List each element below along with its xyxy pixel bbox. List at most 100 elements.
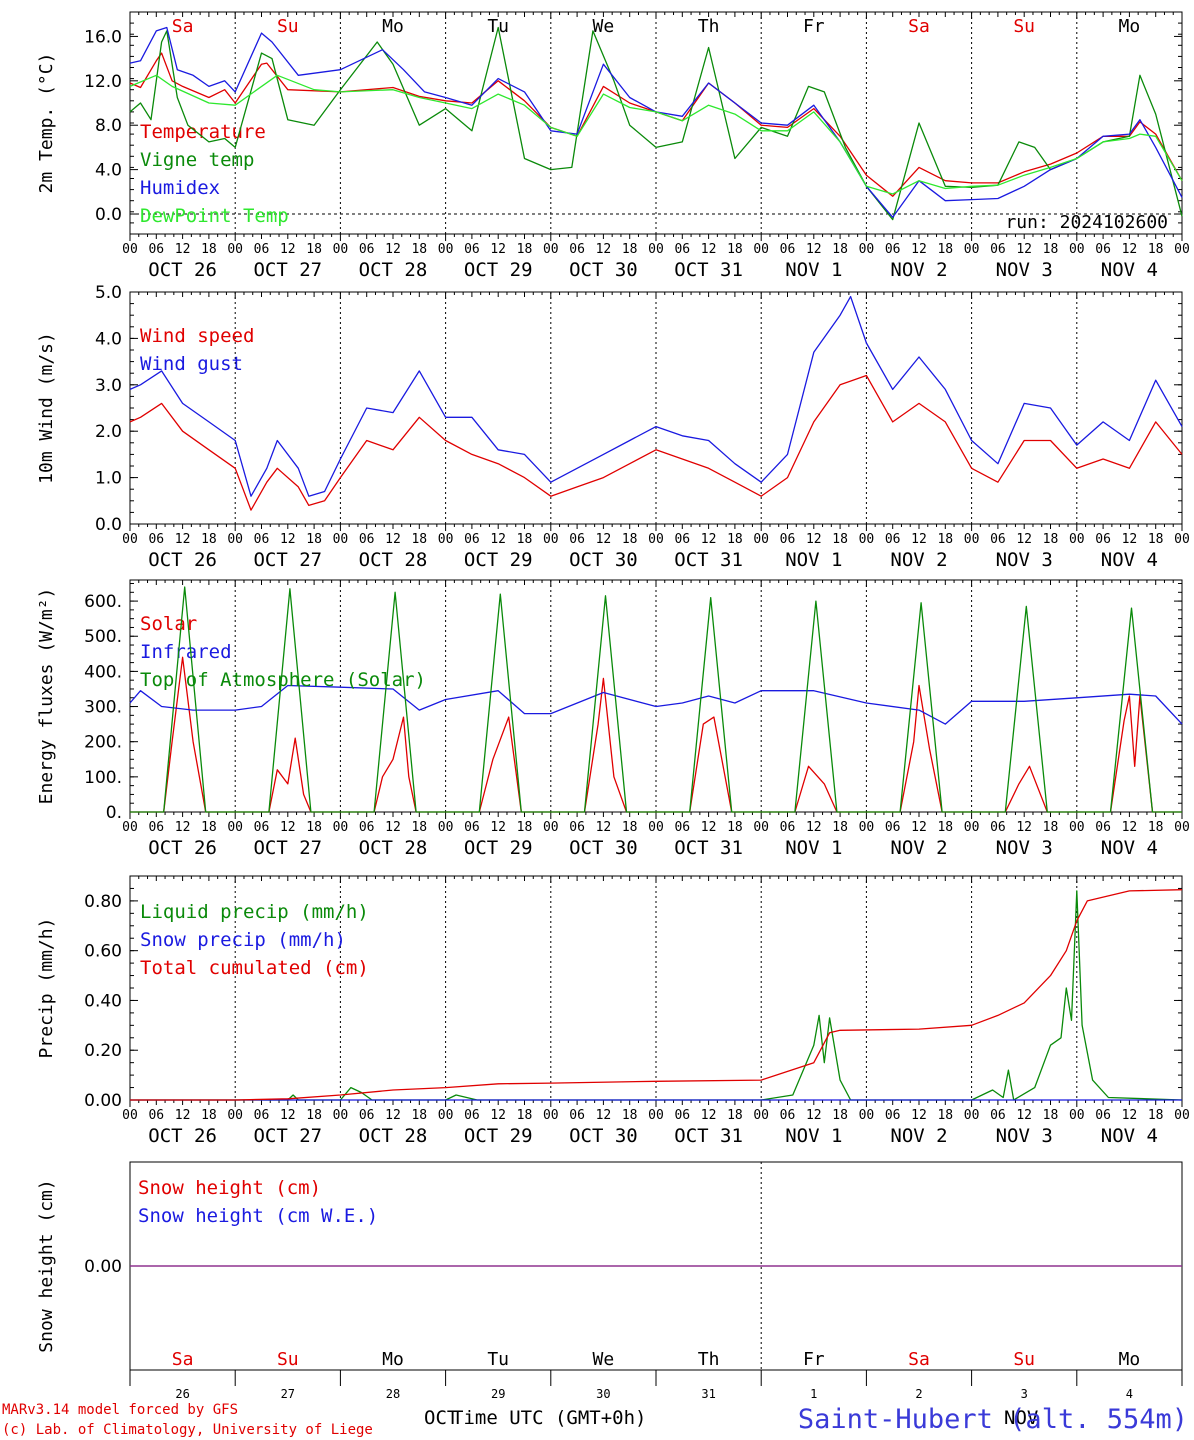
legend-entry: Snow height (cm) bbox=[138, 1177, 321, 1199]
hour-tick-label: 00 bbox=[333, 532, 349, 547]
month-right-label: NOV bbox=[1004, 1407, 1038, 1429]
date-label: NOV 1 bbox=[785, 549, 842, 571]
legend-entry: Snow precip (mm/h) bbox=[140, 929, 346, 951]
hour-tick-label: 18 bbox=[1043, 242, 1059, 257]
hour-tick-label: 18 bbox=[622, 532, 638, 547]
y-tick-label: 0.60 bbox=[84, 942, 122, 962]
hour-tick-label: 12 bbox=[806, 1108, 822, 1123]
hour-tick-label: 00 bbox=[859, 820, 875, 835]
hour-tick-label: 00 bbox=[753, 242, 769, 257]
hour-tick-label: 12 bbox=[1016, 820, 1032, 835]
date-label: OCT 28 bbox=[359, 259, 428, 281]
hour-tick-label: 00 bbox=[227, 242, 243, 257]
hour-tick-label: 12 bbox=[701, 242, 717, 257]
hour-tick-label: 18 bbox=[937, 1108, 953, 1123]
hour-tick-label: 06 bbox=[148, 242, 164, 257]
hour-tick-label: 06 bbox=[569, 242, 585, 257]
hour-tick-label: 06 bbox=[359, 242, 375, 257]
y-tick-label: 200. bbox=[84, 733, 122, 753]
hour-tick-label: 12 bbox=[490, 242, 506, 257]
hour-tick-label: 06 bbox=[885, 242, 901, 257]
bottom-day-number: 31 bbox=[701, 1387, 715, 1401]
y-tick-label: 0.00 bbox=[84, 1091, 122, 1111]
hour-tick-label: 18 bbox=[306, 532, 322, 547]
hour-tick-label: 06 bbox=[1095, 1108, 1111, 1123]
hour-tick-label: 12 bbox=[385, 1108, 401, 1123]
bottom-day-number: 29 bbox=[491, 1387, 505, 1401]
hour-tick-label: 00 bbox=[753, 820, 769, 835]
y-tick-label: 12.0 bbox=[84, 72, 122, 92]
hour-tick-label: 18 bbox=[832, 1108, 848, 1123]
hour-tick-label: 12 bbox=[280, 532, 296, 547]
hour-tick-label: 18 bbox=[411, 820, 427, 835]
date-label: OCT 26 bbox=[148, 549, 217, 571]
date-label: NOV 2 bbox=[890, 1125, 947, 1147]
hour-tick-label: 12 bbox=[806, 820, 822, 835]
hour-tick-label: 00 bbox=[438, 820, 454, 835]
hour-tick-label: 06 bbox=[674, 1108, 690, 1123]
hour-tick-label: 18 bbox=[727, 820, 743, 835]
bottom-day-number: 4 bbox=[1126, 1387, 1133, 1401]
bottom-weekday-label: We bbox=[593, 1349, 615, 1370]
hour-tick-label: 12 bbox=[911, 532, 927, 547]
hour-tick-label: 18 bbox=[201, 242, 217, 257]
hour-tick-label: 00 bbox=[1069, 242, 1085, 257]
legend-entry: Liquid precip (mm/h) bbox=[140, 901, 369, 923]
date-label: OCT 29 bbox=[464, 549, 533, 571]
hour-tick-label: 12 bbox=[1016, 1108, 1032, 1123]
hour-tick-label: 06 bbox=[254, 1108, 270, 1123]
hour-tick-label: 00 bbox=[1174, 532, 1190, 547]
bottom-weekday-label: Su bbox=[1013, 1349, 1035, 1370]
date-label: OCT 27 bbox=[253, 837, 322, 859]
hour-tick-label: 00 bbox=[859, 242, 875, 257]
y-tick-label: 500. bbox=[84, 627, 122, 647]
hour-tick-label: 00 bbox=[964, 242, 980, 257]
legend-entry: Wind gust bbox=[140, 353, 243, 375]
y-axis-label: Precip (mm/h) bbox=[36, 918, 57, 1059]
hour-tick-label: 00 bbox=[964, 532, 980, 547]
hour-tick-label: 06 bbox=[990, 532, 1006, 547]
hour-tick-label: 18 bbox=[201, 820, 217, 835]
series-line-liquid-precip-mm-h- bbox=[130, 890, 1183, 1101]
y-tick-label: 4.0 bbox=[95, 329, 122, 349]
hour-tick-label: 00 bbox=[1069, 532, 1085, 547]
hour-tick-label: 00 bbox=[1174, 1108, 1190, 1123]
hour-tick-label: 12 bbox=[806, 532, 822, 547]
hour-tick-label: 12 bbox=[490, 1108, 506, 1123]
hour-tick-label: 06 bbox=[569, 820, 585, 835]
y-tick-label: 0.0 bbox=[95, 205, 122, 225]
hour-tick-label: 06 bbox=[780, 242, 796, 257]
date-label: OCT 28 bbox=[359, 1125, 428, 1147]
bottom-weekday-label: Su bbox=[277, 1349, 299, 1370]
date-label: OCT 26 bbox=[148, 259, 217, 281]
hour-tick-label: 12 bbox=[1122, 242, 1138, 257]
hour-tick-label: 00 bbox=[753, 1108, 769, 1123]
hour-tick-label: 12 bbox=[911, 820, 927, 835]
date-label: OCT 29 bbox=[464, 837, 533, 859]
date-label: NOV 4 bbox=[1101, 837, 1158, 859]
hour-tick-label: 06 bbox=[254, 242, 270, 257]
hour-tick-label: 18 bbox=[937, 242, 953, 257]
legend-entry: Solar bbox=[140, 613, 197, 635]
bottom-day-number: 30 bbox=[596, 1387, 610, 1401]
y-tick-label: 300. bbox=[84, 698, 122, 718]
hour-tick-label: 18 bbox=[517, 532, 533, 547]
date-label: OCT 27 bbox=[253, 549, 322, 571]
hour-tick-label: 18 bbox=[1148, 532, 1164, 547]
y-tick-label: 1.0 bbox=[95, 469, 122, 489]
hour-tick-label: 18 bbox=[832, 532, 848, 547]
date-label: OCT 31 bbox=[674, 549, 743, 571]
date-label: OCT 31 bbox=[674, 837, 743, 859]
top-weekday-label: Mo bbox=[1119, 16, 1141, 37]
bottom-day-number: 28 bbox=[386, 1387, 400, 1401]
date-label: OCT 30 bbox=[569, 1125, 638, 1147]
hour-tick-label: 06 bbox=[780, 820, 796, 835]
hour-tick-label: 12 bbox=[1016, 532, 1032, 547]
hour-tick-label: 00 bbox=[122, 1108, 138, 1123]
y-tick-label: 100. bbox=[84, 768, 122, 788]
hour-tick-label: 18 bbox=[1043, 532, 1059, 547]
bottom-weekday-label: Sa bbox=[908, 1349, 930, 1370]
legend-entry: Temperature bbox=[140, 121, 266, 143]
hour-tick-label: 12 bbox=[490, 532, 506, 547]
date-label: OCT 28 bbox=[359, 837, 428, 859]
